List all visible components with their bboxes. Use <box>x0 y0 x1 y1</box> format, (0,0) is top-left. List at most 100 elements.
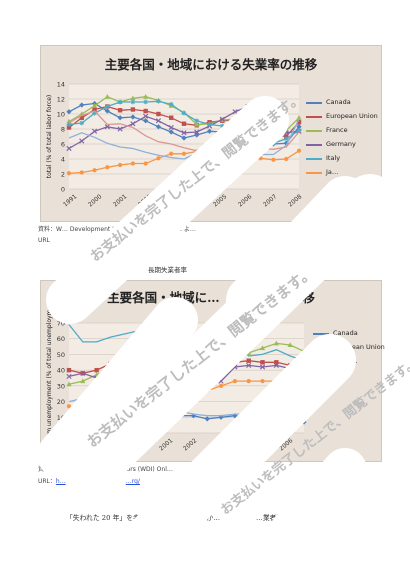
legend-swatch <box>313 347 329 349</box>
data-point <box>296 148 302 153</box>
data-point <box>260 360 265 365</box>
data-point <box>143 161 148 166</box>
x-tick-label: 2003 <box>206 437 222 452</box>
data-point <box>296 124 302 130</box>
data-point <box>181 121 187 126</box>
url-link-end[interactable]: …rg/ <box>125 478 140 485</box>
data-point <box>258 135 264 141</box>
y-tick-label: 30 <box>57 382 65 390</box>
data-point <box>117 108 123 113</box>
url-prefix: URL： <box>38 478 56 485</box>
data-point <box>181 110 187 116</box>
chart-caption: 長期失業者率 <box>148 266 187 274</box>
data-point <box>80 407 85 412</box>
data-point <box>232 360 238 365</box>
data-point <box>246 358 251 363</box>
legend-label: European Union <box>333 343 385 351</box>
data-point <box>163 388 168 393</box>
body-text-tail: …業者率の推移をグラフ <box>256 514 331 522</box>
data-point <box>177 358 182 363</box>
url-link-start[interactable]: h… <box>55 478 66 485</box>
data-point <box>191 390 196 395</box>
data-point <box>156 156 161 161</box>
chart-long-term-unemployment: 主要各国・地域に… …移 0 10 20 30 40 50 60 70 1998 1999 2000… <box>40 280 385 462</box>
data-point <box>177 388 182 393</box>
y-tick-label: 2 <box>61 171 65 179</box>
x-tick-label: 2004 <box>230 437 246 452</box>
data-point <box>296 128 302 133</box>
data-point <box>118 162 123 168</box>
data-point <box>301 379 307 384</box>
x-tick-label: 2001 <box>158 437 174 452</box>
x-tick-label: 2001 <box>112 193 128 208</box>
y-tick-label: 70 <box>57 320 65 328</box>
data-point <box>108 402 113 407</box>
x-tick-label: 2006 <box>278 437 294 452</box>
data-point <box>130 161 135 166</box>
x-tick-label: 2000 <box>134 437 150 452</box>
data-point <box>258 125 263 130</box>
data-point <box>105 165 110 170</box>
data-point <box>143 108 148 114</box>
data-point <box>66 171 72 176</box>
x-tick-label: 1998 <box>86 437 102 452</box>
legend-label: European Union <box>326 112 378 120</box>
x-tick-label: 2006 <box>237 193 253 208</box>
data-point <box>245 128 251 134</box>
data-point <box>232 126 238 132</box>
y-tick-label: 40 <box>57 367 65 375</box>
data-point <box>156 111 161 117</box>
chart-plot: 0 10 20 30 40 50 60 70 1998 1999 2000 2001 2002 2003 2… <box>46 297 307 459</box>
x-tick-label: 2008 <box>287 193 303 208</box>
legend-swatch <box>306 172 322 174</box>
chart-source: 資料：… Development Indicators (WDI) Onl… <box>38 466 173 473</box>
y-tick-label: 6 <box>61 141 65 149</box>
data-point <box>143 99 149 105</box>
data-point <box>168 101 174 107</box>
data-point <box>271 140 276 146</box>
data-point <box>258 156 263 161</box>
chart-source-url: URL <box>38 237 50 244</box>
data-point <box>205 388 210 393</box>
data-point <box>92 168 97 173</box>
data-point <box>271 132 276 138</box>
data-point <box>117 99 123 105</box>
data-point <box>66 367 72 373</box>
y-tick-label: 12 <box>57 96 65 104</box>
y-tick-label: 50 <box>57 351 65 359</box>
x-tick-label: 1999 <box>110 437 126 452</box>
legend-label: Germany <box>326 140 356 148</box>
x-tick-label: 2005 <box>254 437 270 452</box>
data-point <box>271 157 276 162</box>
legend-swatch <box>313 361 329 363</box>
legend-swatch <box>313 375 329 377</box>
data-point <box>104 104 110 109</box>
y-tick-label: 60 <box>57 335 65 343</box>
data-point <box>246 379 251 384</box>
chart-title: 主要各国・地域における失業率の推移 <box>104 57 318 72</box>
legend-label: France <box>326 126 348 134</box>
legend-swatch <box>306 144 322 146</box>
data-point <box>181 151 187 156</box>
data-point <box>207 122 212 127</box>
data-point <box>245 153 250 159</box>
data-point <box>94 367 99 373</box>
data-point <box>169 151 174 156</box>
y-tick-label: 20 <box>57 398 65 406</box>
data-point <box>219 123 225 129</box>
y-tick-label: 0 <box>61 430 65 438</box>
x-tick-label: 2002 <box>182 437 198 452</box>
legend-swatch <box>306 102 322 104</box>
data-point <box>122 402 127 407</box>
watermark-band <box>228 448 367 580</box>
data-point <box>274 379 279 384</box>
y-tick-label: 14 <box>57 81 65 89</box>
chart-source: 資料：W… Development Indicators (WDI) Onlin… <box>38 226 196 233</box>
legend-swatch <box>313 333 329 335</box>
data-point <box>94 404 99 409</box>
data-point <box>288 380 293 385</box>
legend-label: Canada <box>326 98 351 106</box>
data-point <box>163 356 168 362</box>
data-point <box>149 396 155 401</box>
body-text: 「失われた 20 年」を考えるために、1991 年か… <box>66 514 221 522</box>
